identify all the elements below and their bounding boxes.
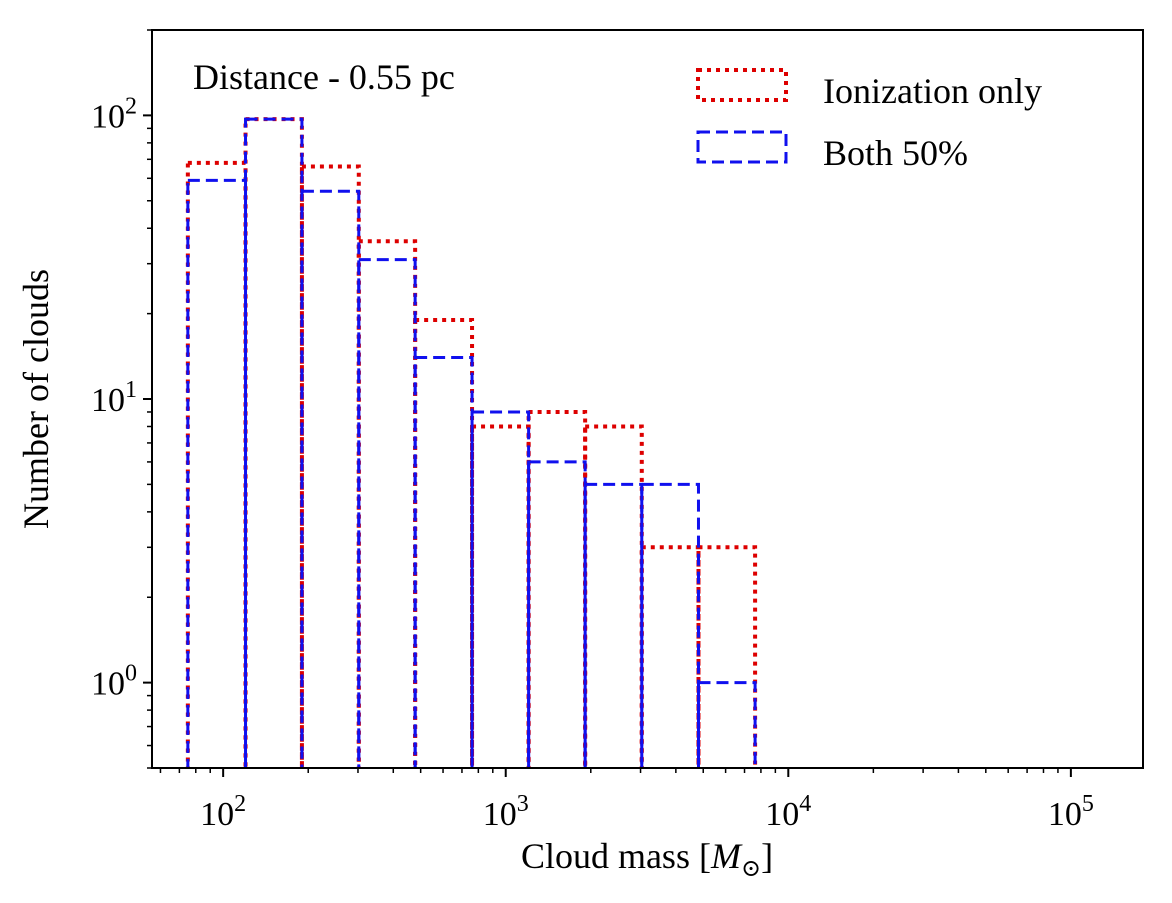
histogram-bar bbox=[356, 239, 418, 768]
x-axis-label: Cloud mass [M⊙] bbox=[521, 836, 773, 882]
x-tick-label: 104 bbox=[765, 791, 811, 833]
histogram-bar bbox=[583, 482, 644, 768]
histogram-bar bbox=[639, 545, 701, 768]
histogram-bar bbox=[185, 160, 248, 768]
histogram-bar bbox=[243, 117, 304, 768]
legend-swatch-both-50 bbox=[696, 130, 788, 164]
legend-label-ionization-only: Ionization only bbox=[823, 71, 1042, 111]
histogram-series-layer bbox=[185, 117, 758, 768]
legend-label-both-50: Both 50% bbox=[823, 133, 968, 173]
histogram-bar bbox=[470, 424, 531, 768]
histogram-bar bbox=[527, 460, 587, 768]
y-tick-label: 101 bbox=[91, 377, 137, 419]
histogram-bar bbox=[696, 545, 758, 768]
histogram-bar bbox=[244, 117, 304, 768]
x-tick-label: 105 bbox=[1048, 791, 1094, 833]
histogram-bar bbox=[583, 424, 644, 768]
legend: Ionization only Both 50% bbox=[696, 68, 1042, 173]
series-both-50- bbox=[186, 117, 757, 768]
legend-swatch-ionization-only bbox=[696, 68, 788, 102]
y-axis-label: Number of clouds bbox=[16, 269, 56, 529]
tick-label-layer: 102 103 104 105 100 101 102 bbox=[91, 93, 1094, 833]
x-tick-label: 103 bbox=[483, 791, 529, 833]
histogram-bar bbox=[470, 410, 531, 768]
tick-layer bbox=[143, 29, 1072, 777]
histogram-bar bbox=[526, 409, 588, 768]
histogram-bar bbox=[696, 681, 757, 768]
histogram-bar bbox=[300, 189, 361, 768]
histogram-bar bbox=[413, 356, 474, 768]
histogram-bar bbox=[357, 258, 417, 768]
x-tick-label: 102 bbox=[200, 791, 246, 833]
histogram-bar bbox=[640, 482, 700, 768]
annotation-label: Distance - 0.55 pc bbox=[193, 57, 455, 97]
histogram-bar bbox=[299, 164, 361, 768]
y-tick-label: 100 bbox=[91, 661, 137, 703]
histogram-bar bbox=[413, 317, 475, 768]
y-tick-label: 102 bbox=[91, 93, 137, 135]
histogram-bar bbox=[186, 178, 248, 768]
